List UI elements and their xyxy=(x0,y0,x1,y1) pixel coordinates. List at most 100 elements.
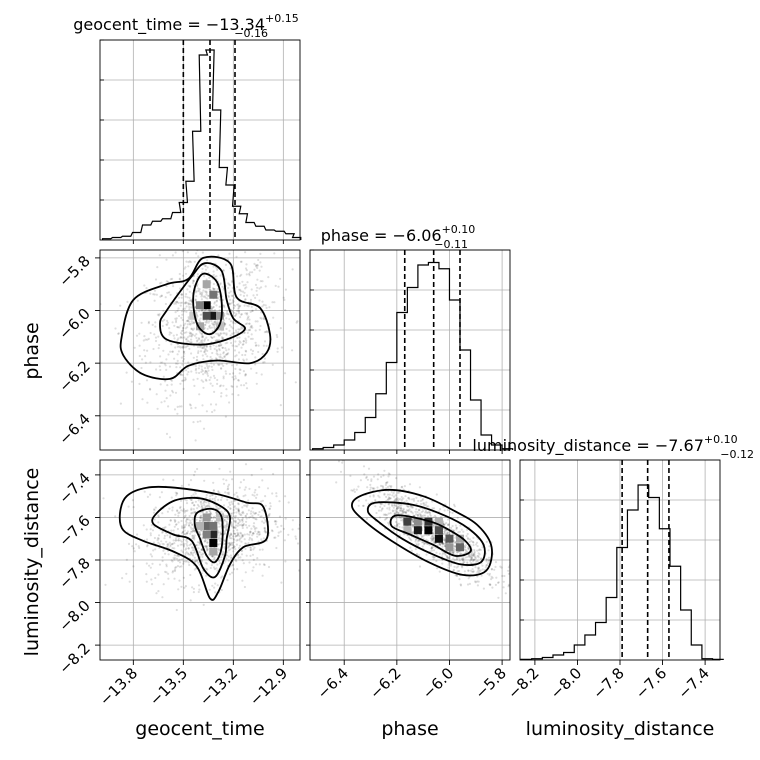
x-tick-label: −6.2 xyxy=(366,664,404,702)
scatter-point xyxy=(250,510,253,513)
contour-level-3 xyxy=(351,488,493,577)
scatter-point xyxy=(205,363,208,366)
scatter-point xyxy=(245,505,249,508)
scatter-point xyxy=(183,586,186,589)
scatter-point xyxy=(183,350,186,353)
scatter-point xyxy=(459,552,462,555)
scatter-point xyxy=(194,365,197,368)
scatter-point xyxy=(405,511,408,514)
scatter-point xyxy=(177,350,180,353)
scatter-point xyxy=(185,310,188,313)
scatter-point xyxy=(221,320,224,323)
scatter-point xyxy=(284,560,287,563)
scatter-point xyxy=(224,263,228,266)
scatter-point xyxy=(227,282,230,285)
scatter-point xyxy=(237,521,240,524)
scatter-point xyxy=(217,520,220,524)
scatter-point xyxy=(204,370,208,373)
scatter-point xyxy=(222,269,225,272)
scatter-point xyxy=(179,335,182,339)
scatter-point xyxy=(199,346,202,349)
scatter-point xyxy=(216,332,219,335)
density-cells xyxy=(189,280,224,331)
scatter-point xyxy=(372,487,375,490)
scatter-point xyxy=(189,553,192,556)
scatter-point xyxy=(208,325,211,328)
scatter-point xyxy=(254,488,257,492)
density-cells xyxy=(196,513,224,556)
scatter-point xyxy=(189,519,192,522)
scatter-point xyxy=(194,470,197,473)
scatter-point xyxy=(218,309,221,312)
scatter-point xyxy=(403,511,406,514)
scatter-point xyxy=(210,326,213,329)
scatter-point xyxy=(238,537,241,541)
scatter-point xyxy=(245,339,248,342)
scatter-point xyxy=(430,547,433,550)
scatter-point xyxy=(200,529,203,532)
scatter-point xyxy=(399,516,402,519)
scatter-point xyxy=(190,327,193,330)
scatter-point xyxy=(166,543,169,546)
scatter-point xyxy=(274,536,277,539)
scatter-point xyxy=(236,524,239,528)
scatter-point xyxy=(254,296,257,299)
scatter-point xyxy=(414,540,417,543)
scatter-point xyxy=(165,258,168,261)
scatter-point xyxy=(246,318,249,321)
scatter-point xyxy=(173,554,176,557)
contour-level-3 xyxy=(119,255,272,381)
scatter-point xyxy=(201,346,204,350)
scatter-point xyxy=(513,567,515,569)
scatter-point xyxy=(171,543,174,546)
scatter-point xyxy=(199,501,202,504)
scatter-point xyxy=(180,549,183,552)
scatter-point xyxy=(490,567,493,571)
scatter-point xyxy=(245,512,249,516)
scatter-point xyxy=(200,332,203,335)
scatter-point xyxy=(158,254,161,257)
scatter-point xyxy=(188,331,191,334)
x-tick-label: −13.5 xyxy=(146,664,191,709)
scatter-point xyxy=(156,537,159,540)
scatter-point xyxy=(383,493,386,496)
scatter-point xyxy=(104,583,107,586)
scatter-point xyxy=(416,515,419,518)
scatter-point xyxy=(256,320,259,323)
scatter-point xyxy=(175,566,178,569)
scatter-point xyxy=(400,504,403,507)
scatter-point xyxy=(386,481,389,484)
scatter-point xyxy=(198,543,202,546)
scatter-point xyxy=(234,345,237,348)
scatter-point xyxy=(232,532,235,535)
scatter-point xyxy=(251,507,254,510)
scatter-point xyxy=(157,534,161,537)
scatter-point xyxy=(229,554,232,557)
scatter-point xyxy=(514,594,516,596)
scatter-point xyxy=(430,545,434,549)
scatter-point xyxy=(387,523,391,526)
scatter-point xyxy=(182,274,185,277)
scatter-point xyxy=(396,497,399,500)
scatter-point xyxy=(467,569,470,572)
scatter-point xyxy=(230,537,233,540)
scatter-point xyxy=(374,505,377,508)
scatter-point xyxy=(472,553,475,556)
scatter-point xyxy=(190,334,193,337)
scatter-point xyxy=(263,361,266,364)
scatter-point xyxy=(208,505,211,508)
scatter-point xyxy=(117,332,120,335)
scatter-point xyxy=(207,245,209,247)
scatter-point xyxy=(181,363,184,366)
scatter-point xyxy=(357,504,360,507)
scatter-point xyxy=(438,570,441,573)
scatter-point xyxy=(443,530,446,533)
scatter-point xyxy=(511,608,513,610)
scatter-point xyxy=(213,287,216,291)
scatter-point xyxy=(455,557,458,560)
density-cell xyxy=(456,534,464,543)
scatter-point xyxy=(503,574,506,578)
scatter-point xyxy=(446,555,449,558)
scatter-point xyxy=(205,290,208,293)
scatter-point xyxy=(244,494,247,497)
